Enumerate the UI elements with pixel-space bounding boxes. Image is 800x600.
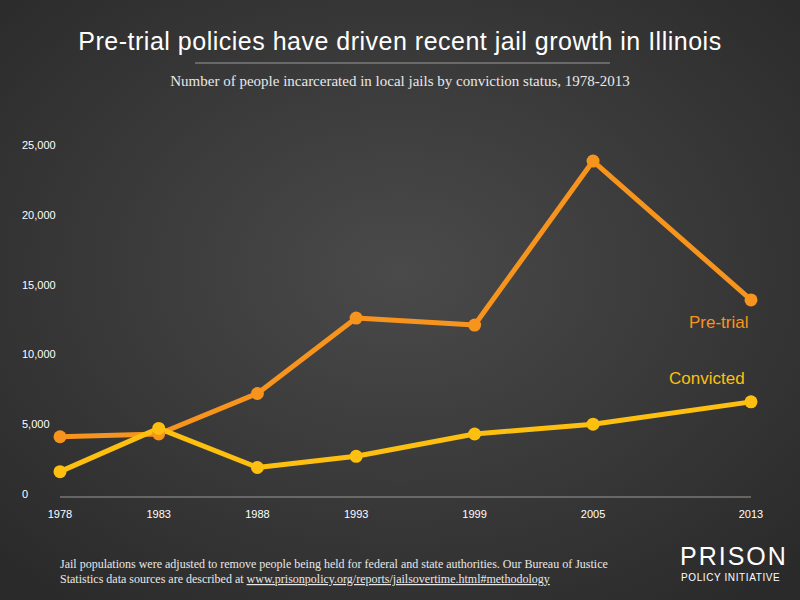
series-point [350, 450, 363, 463]
series-point [587, 418, 600, 431]
chart: Pre-trial policies have driven recent ja… [0, 0, 800, 600]
subtitle: Number of people incarcerated in local j… [170, 73, 629, 89]
series-label: Pre-trial [689, 313, 749, 332]
series-point [251, 387, 264, 400]
series-label: Convicted [669, 369, 745, 388]
series-point [745, 293, 758, 306]
y-tick-label: 0 [22, 488, 28, 500]
x-tick-label: 1988 [245, 508, 269, 520]
x-tick-label: 1983 [146, 508, 170, 520]
series-line [60, 402, 751, 472]
y-tick-label: 20,000 [22, 209, 56, 221]
series-point [468, 427, 481, 440]
x-tick-label: 1999 [462, 508, 486, 520]
x-tick-label: 1993 [344, 508, 368, 520]
y-tick-label: 10,000 [22, 348, 56, 360]
series-point [54, 430, 67, 443]
x-tick-label: 1978 [48, 508, 72, 520]
title-rule [195, 63, 610, 64]
series-point [251, 461, 264, 474]
series-point [745, 395, 758, 408]
note: Jail populations were adjusted to remove… [60, 557, 608, 571]
logo: PRISON [680, 542, 788, 570]
plot-marks [54, 155, 758, 479]
y-tick-label: 25,000 [22, 139, 56, 151]
series-point [54, 465, 67, 478]
x-tick-label: 2013 [739, 508, 763, 520]
x-axis-line [60, 497, 751, 498]
y-tick-label: 5,000 [22, 418, 50, 430]
background [0, 0, 800, 600]
note-link: www.prisonpolicy.org/reports/jailsoverti… [247, 572, 550, 586]
series-point [587, 155, 600, 168]
series-line [60, 161, 751, 437]
note: Statistics data sources are described at [60, 572, 244, 586]
logo: POLICY INITIATIVE [681, 572, 780, 583]
series-point [350, 312, 363, 325]
series-point [468, 319, 481, 332]
title: Pre-trial policies have driven recent ja… [78, 27, 721, 55]
x-tick-label: 2005 [581, 508, 605, 520]
y-tick-label: 15,000 [22, 279, 56, 291]
series-point [152, 422, 165, 435]
